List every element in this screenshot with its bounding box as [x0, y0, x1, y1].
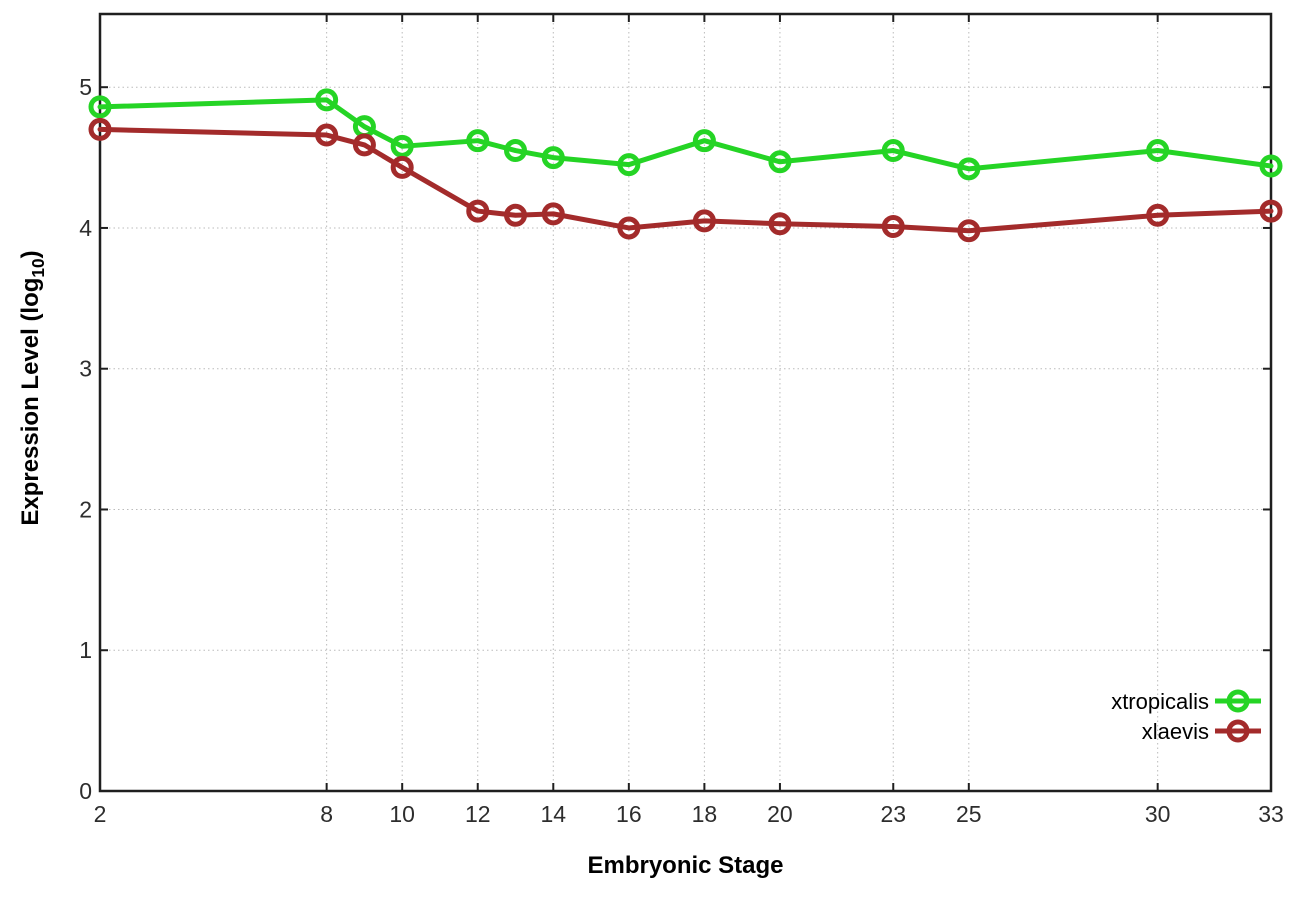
data-point-xlaevis-stage-20 [768, 212, 792, 236]
x-tick-label: 16 [616, 801, 642, 827]
data-point-xtropicalis-stage-20 [768, 150, 792, 174]
data-point-xlaevis-stage-23 [881, 215, 905, 239]
x-tick-label: 14 [540, 801, 566, 827]
data-point-xlaevis-stage-25 [957, 219, 981, 243]
y-tick-label: 1 [79, 637, 92, 663]
data-point-xlaevis-stage-8 [315, 123, 339, 147]
data-point-xlaevis-stage-10 [390, 155, 414, 179]
data-point-xtropicalis-stage-2 [88, 95, 112, 119]
legend-label-xlaevis: xlaevis [1142, 719, 1209, 744]
x-tick-label: 2 [94, 801, 107, 827]
data-point-xtropicalis-stage-33 [1259, 154, 1283, 178]
x-axis-title: Embryonic Stage [587, 852, 784, 879]
data-point-xlaevis-stage-9 [352, 133, 376, 157]
data-point-xtropicalis-stage-16 [617, 153, 641, 177]
x-tick-label: 23 [880, 801, 906, 827]
data-point-xtropicalis-stage-30 [1146, 139, 1170, 163]
data-point-xlaevis-stage-14 [541, 202, 565, 226]
x-tick-label: 20 [767, 801, 793, 827]
x-tick-label: 33 [1258, 801, 1284, 827]
x-tick-label: 8 [320, 801, 333, 827]
x-tick-label: 25 [956, 801, 982, 827]
y-tick-label: 2 [79, 496, 92, 522]
y-tick-label: 3 [79, 356, 92, 382]
y-axis-title-end: ) [17, 250, 45, 259]
data-point-xlaevis-stage-33 [1259, 199, 1283, 223]
data-point-xtropicalis-stage-8 [315, 88, 339, 112]
data-point-xlaevis-stage-16 [617, 216, 641, 240]
data-point-xtropicalis-stage-14 [541, 146, 565, 170]
data-point-xlaevis-stage-12 [466, 199, 490, 223]
data-point-xtropicalis-stage-18 [692, 129, 716, 153]
y-tick-label: 4 [79, 215, 92, 241]
data-point-xtropicalis-stage-23 [881, 139, 905, 163]
data-point-xlaevis-stage-2 [88, 117, 112, 141]
x-tick-label: 10 [389, 801, 415, 827]
data-point-xtropicalis-stage-10 [390, 134, 414, 158]
data-point-xlaevis-stage-18 [692, 209, 716, 233]
data-point-xtropicalis-stage-13 [504, 139, 528, 163]
x-tick-label: 30 [1145, 801, 1171, 827]
legend-label-xtropicalis: xtropicalis [1111, 689, 1209, 714]
y-axis-title-main: Expression Level (log [17, 277, 45, 526]
legend-marker-xlaevis [1226, 719, 1250, 743]
y-axis-title: Expression Level (log10) [17, 250, 49, 525]
y-tick-label: 5 [79, 74, 92, 100]
y-axis-title-subscript: 10 [27, 258, 48, 278]
data-point-xtropicalis-stage-25 [957, 157, 981, 181]
plot-border [98, 12, 1273, 793]
y-tick-label: 0 [79, 778, 92, 804]
data-point-xlaevis-stage-13 [504, 203, 528, 227]
legend-marker-xtropicalis [1226, 689, 1250, 713]
data-point-xtropicalis-stage-12 [466, 129, 490, 153]
data-point-xlaevis-stage-30 [1146, 203, 1170, 227]
x-tick-label: 18 [692, 801, 718, 827]
x-tick-label: 12 [465, 801, 491, 827]
